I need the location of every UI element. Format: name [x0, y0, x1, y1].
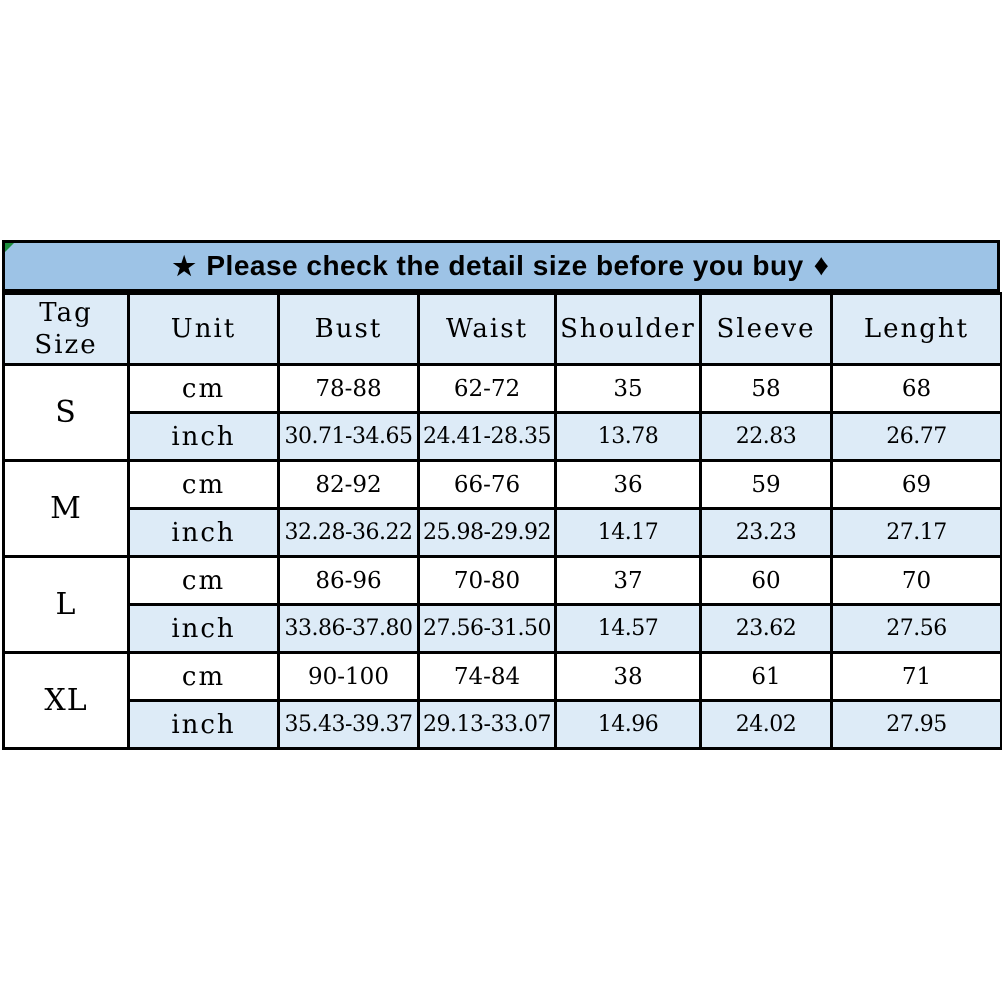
- tag-size-line2: Size: [34, 330, 98, 360]
- green-corner-marker-icon: [5, 243, 14, 252]
- shoulder-value: 36: [554, 459, 702, 510]
- waist-value: 29.13-33.07: [417, 699, 557, 750]
- table-row: M cm 82-92 66-76 36 59 69: [2, 459, 1002, 558]
- size-table: Tag Size Unit Bust Waist Shoulder Sleeve…: [2, 292, 1002, 750]
- column-header-unit: Unit: [127, 292, 280, 366]
- column-header-waist: Waist: [417, 292, 557, 366]
- waist-value: 74-84: [417, 651, 557, 702]
- waist-value: 27.56-31.50: [417, 603, 557, 654]
- waist-value: 66-76: [417, 459, 557, 510]
- sleeve-value: 22.83: [699, 411, 833, 462]
- unit-cell: cm: [127, 363, 280, 414]
- sleeve-value: 23.23: [699, 507, 833, 558]
- length-value: 27.95: [830, 699, 1002, 750]
- tag-size-line1: Tag: [39, 297, 93, 328]
- length-value: 27.56: [830, 603, 1002, 654]
- waist-value: 25.98-29.92: [417, 507, 557, 558]
- sleeve-value: 23.62: [699, 603, 833, 654]
- table-row: inch 30.71-34.65 24.41-28.35 13.78 22.83…: [4, 411, 1002, 462]
- waist-value: 62-72: [417, 363, 557, 414]
- bust-value: 82-92: [277, 459, 420, 510]
- column-header-length: Lenght: [830, 292, 1002, 366]
- banner: ★ Please check the detail size before yo…: [2, 240, 1000, 292]
- size-chart: ★ Please check the detail size before yo…: [2, 240, 1002, 750]
- sleeve-value: 24.02: [699, 699, 833, 750]
- unit-cell: cm: [127, 555, 280, 606]
- bust-value: 33.86-37.80: [277, 603, 420, 654]
- star-icon: ★: [172, 250, 197, 281]
- sleeve-value: 59: [699, 459, 833, 510]
- shoulder-value: 35: [554, 363, 702, 414]
- table-row: S cm 78-88 62-72 35 58 68: [2, 363, 1002, 462]
- unit-cell: inch: [127, 507, 280, 558]
- unit-cell: cm: [127, 651, 280, 702]
- table-row: inch 33.86-37.80 27.56-31.50 14.57 23.62…: [4, 603, 1002, 654]
- bust-value: 32.28-36.22: [277, 507, 420, 558]
- shoulder-value: 14.17: [554, 507, 702, 558]
- tag-size-cell: XL: [2, 651, 130, 750]
- bust-value: 86-96: [277, 555, 420, 606]
- column-header-bust: Bust: [277, 292, 420, 366]
- table-row: inch 32.28-36.22 25.98-29.92 14.17 23.23…: [4, 507, 1002, 558]
- bust-value: 35.43-39.37: [277, 699, 420, 750]
- tag-size-cell: S: [2, 363, 130, 462]
- length-value: 68: [830, 363, 1002, 414]
- column-header-sleeve: Sleeve: [699, 292, 833, 366]
- bust-value: 90-100: [277, 651, 420, 702]
- diamond-icon: ♦: [813, 249, 830, 282]
- shoulder-value: 13.78: [554, 411, 702, 462]
- bust-value: 30.71-34.65: [277, 411, 420, 462]
- column-header-tag-size: Tag Size: [2, 292, 130, 366]
- table-row: L cm 86-96 70-80 37 60 70: [2, 555, 1002, 654]
- unit-cell: inch: [127, 411, 280, 462]
- column-header-shoulder: Shoulder: [554, 292, 702, 366]
- length-value: 27.17: [830, 507, 1002, 558]
- waist-value: 70-80: [417, 555, 557, 606]
- length-value: 70: [830, 555, 1002, 606]
- tag-size-cell: L: [2, 555, 130, 654]
- waist-value: 24.41-28.35: [417, 411, 557, 462]
- length-value: 71: [830, 651, 1002, 702]
- length-value: 69: [830, 459, 1002, 510]
- header-row: Tag Size Unit Bust Waist Shoulder Sleeve…: [2, 292, 1002, 366]
- sleeve-value: 61: [699, 651, 833, 702]
- shoulder-value: 14.57: [554, 603, 702, 654]
- unit-cell: inch: [127, 603, 280, 654]
- tag-size-cell: M: [2, 459, 130, 558]
- length-value: 26.77: [830, 411, 1002, 462]
- unit-cell: inch: [127, 699, 280, 750]
- sleeve-value: 58: [699, 363, 833, 414]
- table-row: inch 35.43-39.37 29.13-33.07 14.96 24.02…: [4, 699, 1002, 750]
- bust-value: 78-88: [277, 363, 420, 414]
- shoulder-value: 14.96: [554, 699, 702, 750]
- table-row: XL cm 90-100 74-84 38 61 71: [2, 651, 1002, 750]
- banner-text: Please check the detail size before you …: [206, 250, 804, 281]
- shoulder-value: 38: [554, 651, 702, 702]
- unit-cell: cm: [127, 459, 280, 510]
- shoulder-value: 37: [554, 555, 702, 606]
- sleeve-value: 60: [699, 555, 833, 606]
